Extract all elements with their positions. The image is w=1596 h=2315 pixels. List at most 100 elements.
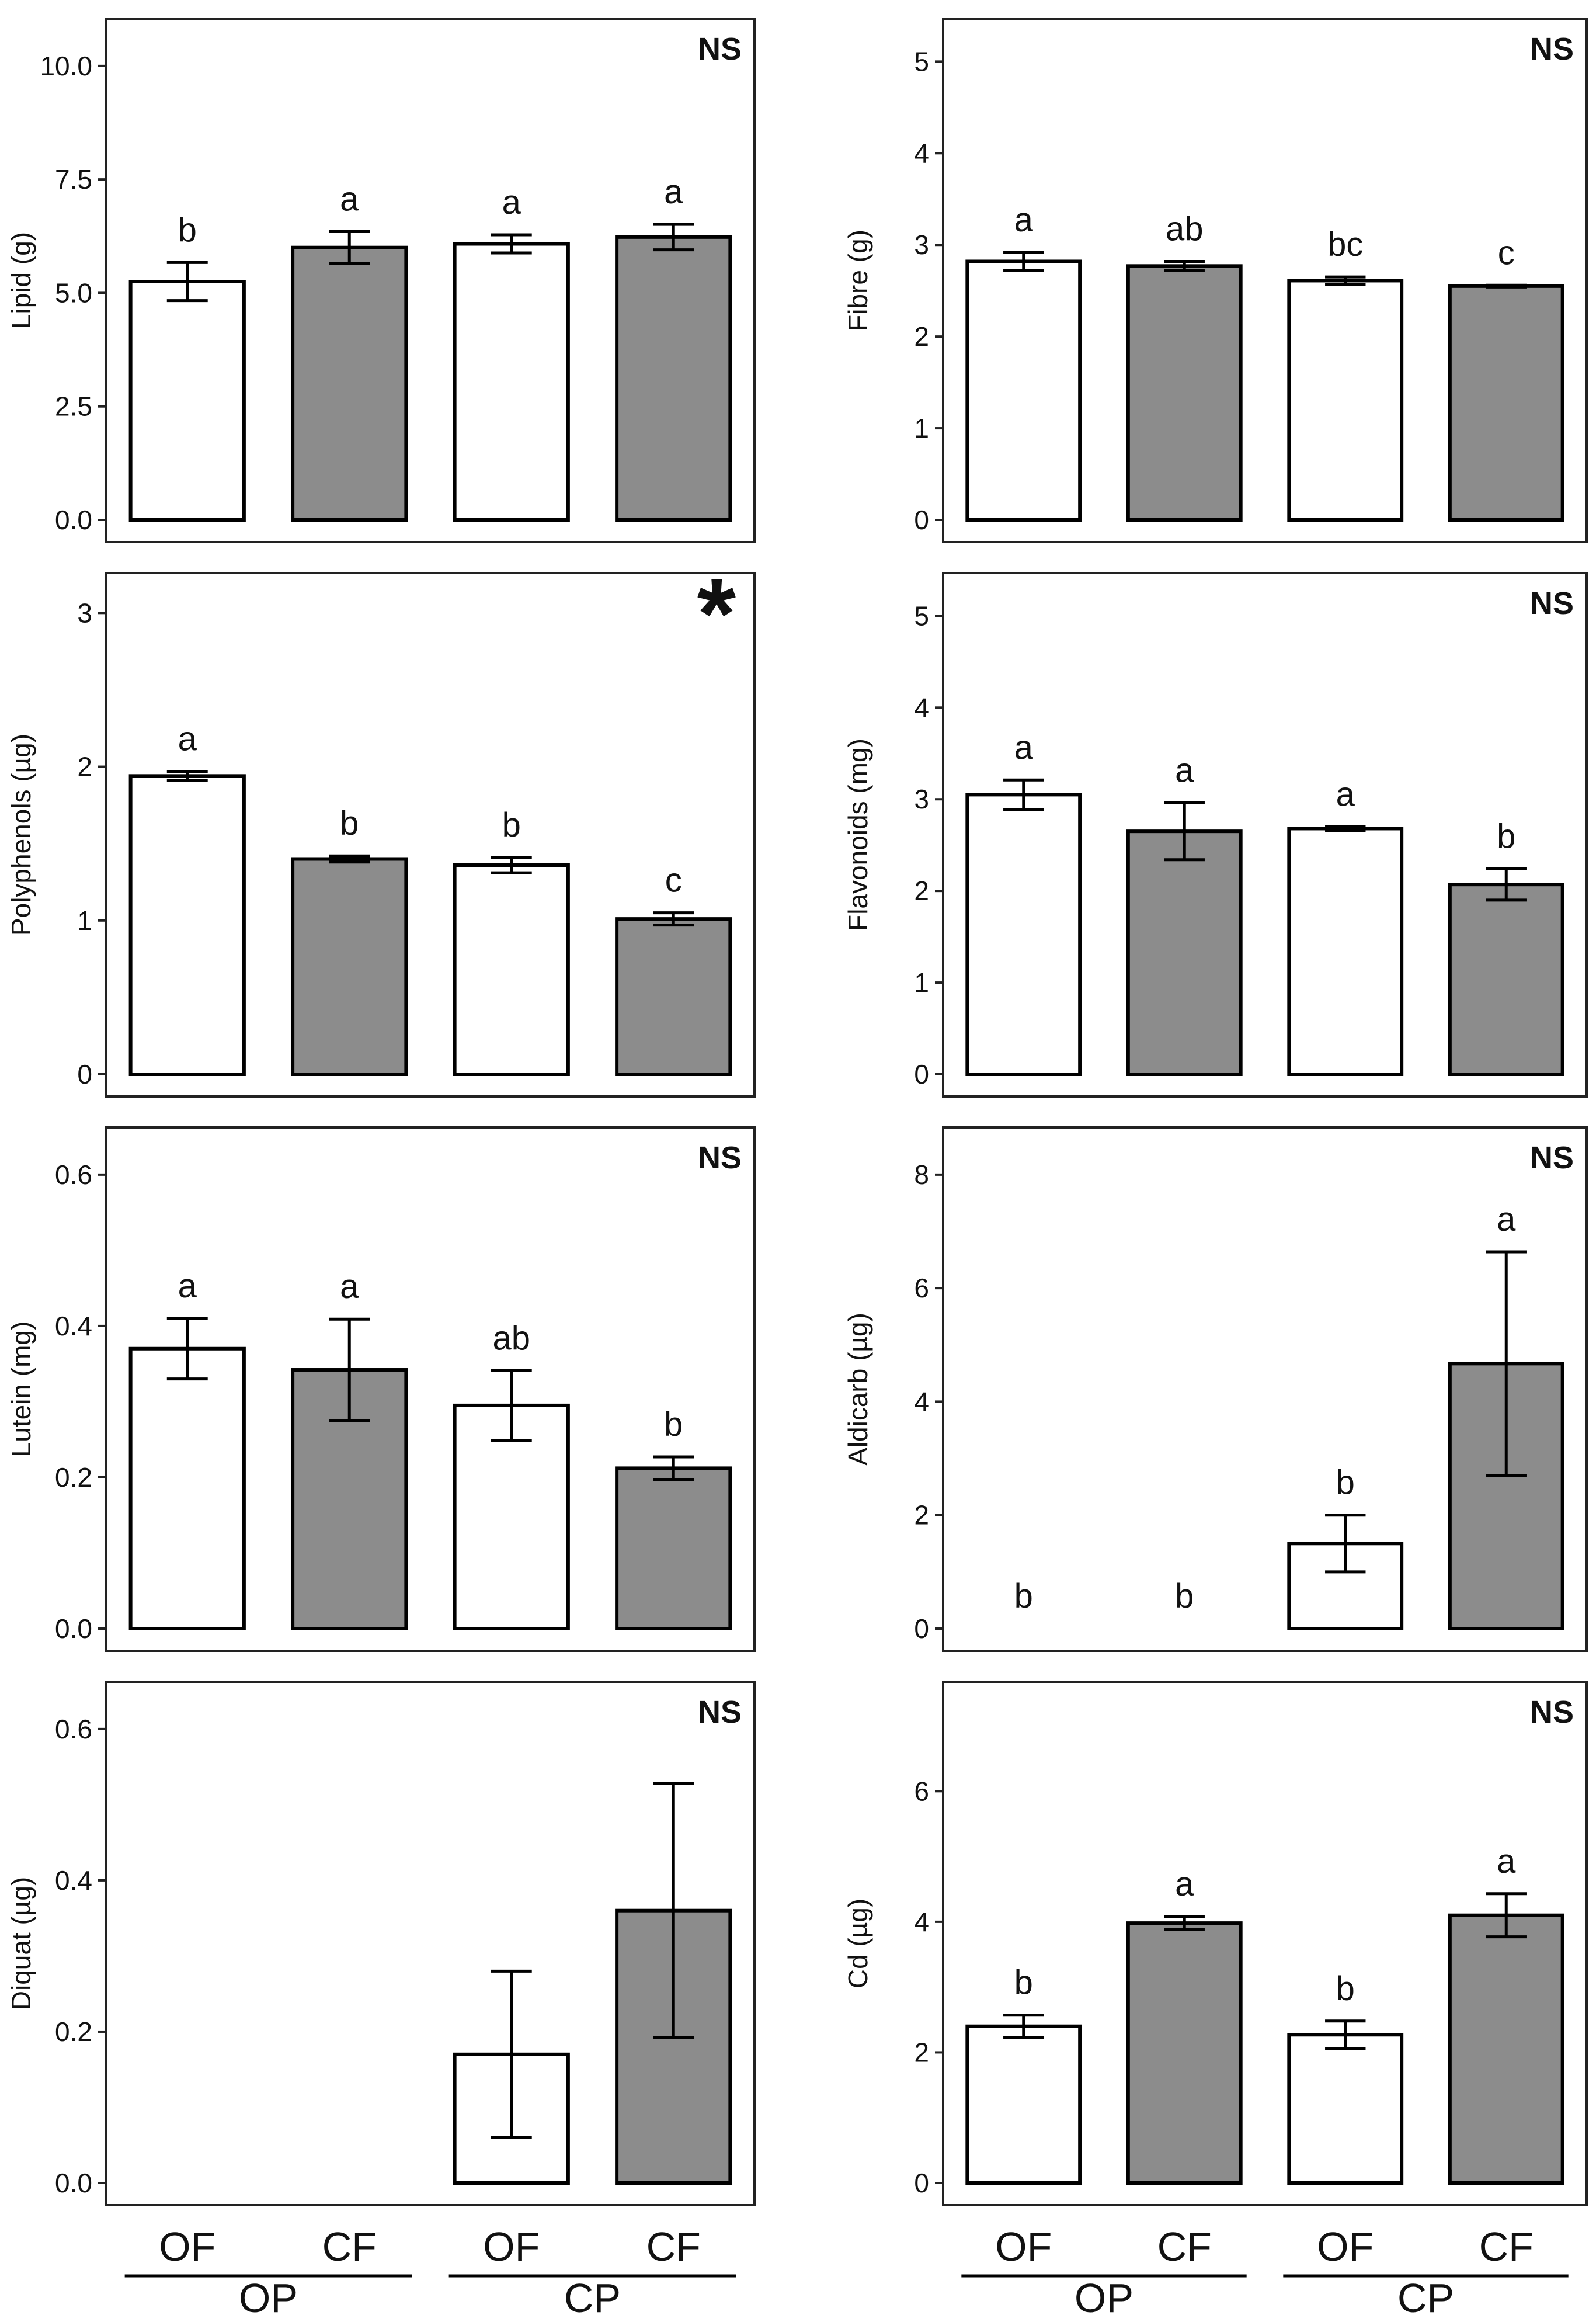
bar-cd-of-op xyxy=(965,2024,1082,2185)
x-category-label: OF xyxy=(483,2224,540,2269)
error-bar-flavonoids-cf-cp xyxy=(1486,867,1527,902)
y-tick-label: 2 xyxy=(914,321,929,352)
sig-letter-lutein-cf-op: a xyxy=(340,1268,359,1306)
y-tick-label: 0.0 xyxy=(55,505,92,535)
x-group-label: OP xyxy=(1075,2275,1133,2315)
bar-polyphenols-of-op xyxy=(128,774,246,1076)
y-tick-label: 7.5 xyxy=(55,164,92,195)
y-tick-label: 0.0 xyxy=(55,2168,92,2198)
error-bar-diquat-cf-cp xyxy=(653,1782,694,2039)
y-tick-label: 3 xyxy=(914,784,929,814)
bar-polyphenols-cf-cp xyxy=(615,917,732,1077)
error-bar-lutein-cf-op xyxy=(329,1317,370,1422)
x-axis-labels: OF CF OF CF OP CP OF CF OF CF OP CP xyxy=(124,2224,1569,2315)
sig-letter-fibre-of-cp: bc xyxy=(1327,225,1363,263)
y-axis-label: Polyphenols (µg) xyxy=(6,734,36,936)
error-bar-lutein-of-cp xyxy=(491,1369,532,1442)
x-group-label: CP xyxy=(564,2275,621,2315)
sig-letter-flavonoids-of-op: a xyxy=(1014,728,1034,766)
y-tick-label: 2 xyxy=(914,2037,929,2067)
significance-star: * xyxy=(697,558,736,669)
panel-frame xyxy=(942,1681,1588,2206)
y-tick-label: 2 xyxy=(914,876,929,906)
y-tick-label: 0 xyxy=(914,505,929,535)
panel-cd: 0 2 4 6 Cd (µg) b a b a NS xyxy=(843,1681,1588,2206)
error-bar-lutein-cf-cp xyxy=(653,1455,694,1481)
bar-cd-of-cp xyxy=(1287,2033,1404,2185)
error-bar-polyphenols-cf-cp xyxy=(653,911,694,927)
y-tick-label: 0.4 xyxy=(55,1865,92,1896)
y-tick-label: 0 xyxy=(77,1059,92,1089)
sig-letter-fibre-cf-cp: c xyxy=(1498,234,1515,272)
ns-badge: NS xyxy=(1530,32,1574,67)
error-bar-lipid-of-op xyxy=(166,261,208,303)
bar-fibre-cf-op xyxy=(1126,264,1243,522)
y-tick-label: 1 xyxy=(914,967,929,998)
y-axis-label: Cd (µg) xyxy=(843,1898,873,1988)
panel-polyphenols: 0 1 2 3 Polyphenols (µg) a b b c * xyxy=(6,558,756,1098)
error-bar-aldicarb-of-cp xyxy=(1325,1514,1366,1574)
error-bar-fibre-cf-op xyxy=(1164,259,1205,272)
error-bar-flavonoids-of-op xyxy=(1003,778,1044,811)
sig-letter-polyphenols-cf-cp: c xyxy=(665,862,682,900)
y-tick-label: 3 xyxy=(77,598,92,628)
sig-letter-cd-of-op: b xyxy=(1014,1964,1033,2002)
error-bar-polyphenols-cf-op xyxy=(329,854,370,864)
bar-fibre-of-op xyxy=(965,259,1082,522)
bar-lipid-cf-op xyxy=(291,245,408,522)
y-tick-label: 2 xyxy=(914,1500,929,1530)
y-tick-label: 0.4 xyxy=(55,1311,92,1341)
y-tick-label: 0.2 xyxy=(55,1462,92,1493)
x-category-label: CF xyxy=(322,2224,377,2269)
ns-badge: NS xyxy=(1530,1140,1574,1175)
x-category-label: CF xyxy=(646,2224,701,2269)
y-tick-label: 0 xyxy=(914,2168,929,2198)
x-axis-left: OF CF OF CF OP CP xyxy=(124,2224,736,2315)
y-axis-label: Diquat (µg) xyxy=(6,1877,36,2010)
x-group-label: OP xyxy=(239,2275,298,2315)
sig-letter-lutein-cf-cp: b xyxy=(664,1405,683,1443)
error-bar-polyphenols-of-cp xyxy=(491,856,532,874)
bar-cd-cf-op xyxy=(1126,1921,1243,2185)
y-tick-label: 2 xyxy=(77,752,92,782)
bar-lutein-of-op xyxy=(128,1346,246,1631)
bar-lipid-of-cp xyxy=(453,242,570,522)
error-bar-flavonoids-cf-op xyxy=(1164,801,1205,862)
sig-letter-cd-cf-op: a xyxy=(1175,1865,1194,1903)
y-axis-label: Lipid (g) xyxy=(6,232,36,329)
x-category-label: OF xyxy=(995,2224,1052,2269)
y-tick-label: 3 xyxy=(914,230,929,260)
y-tick-label: 0.0 xyxy=(55,1613,92,1644)
x-category-label: OF xyxy=(159,2224,215,2269)
error-bar-flavonoids-of-cp xyxy=(1325,825,1366,832)
sig-letter-aldicarb-of-op: b xyxy=(1014,1577,1033,1615)
y-tick-label: 0.2 xyxy=(55,2016,92,2047)
sig-letter-flavonoids-cf-cp: b xyxy=(1497,817,1515,855)
panel-frame xyxy=(942,1126,1588,1652)
sig-letter-lipid-cf-cp: a xyxy=(664,173,683,211)
error-bar-fibre-cf-cp xyxy=(1486,283,1527,289)
bar-flavonoids-cf-op xyxy=(1126,829,1243,1076)
y-tick-label: 10.0 xyxy=(40,51,92,81)
y-tick-label: 0.6 xyxy=(55,1714,92,1744)
ns-badge: NS xyxy=(1530,586,1574,621)
ns-badge: NS xyxy=(698,32,742,67)
bar-polyphenols-of-cp xyxy=(453,863,570,1077)
panel-flavonoids: 0 1 2 3 4 5 Flavonoids (mg) a a a b NS xyxy=(843,572,1588,1098)
sig-letter-lipid-cf-op: a xyxy=(340,181,359,218)
bar-cd-cf-cp xyxy=(1448,1913,1564,2185)
y-tick-label: 6 xyxy=(914,1776,929,1806)
error-bar-lipid-cf-op xyxy=(329,230,370,265)
sig-letter-aldicarb-of-cp: b xyxy=(1336,1464,1355,1502)
panel-frame xyxy=(105,1681,756,2206)
panel-frame xyxy=(105,18,756,543)
panel-frame xyxy=(942,572,1588,1098)
bar-aldicarb-of-cp xyxy=(1287,1542,1404,1630)
ns-badge: NS xyxy=(698,1140,742,1175)
y-tick-label: 4 xyxy=(914,692,929,723)
y-tick-label: 8 xyxy=(914,1160,929,1190)
bar-flavonoids-of-cp xyxy=(1287,827,1404,1076)
panel-diquat: 0.0 0.2 0.4 0.6 Diquat (µg) NS xyxy=(6,1681,756,2206)
sig-letter-lutein-of-cp: ab xyxy=(492,1319,530,1357)
